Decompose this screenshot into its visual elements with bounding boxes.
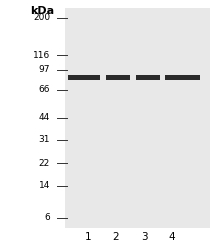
Text: 4: 4 — [169, 232, 175, 242]
Text: 3: 3 — [141, 232, 147, 242]
Bar — [136, 75, 160, 81]
Text: 44: 44 — [39, 113, 50, 122]
Bar — [68, 75, 100, 81]
Text: 1: 1 — [85, 232, 91, 242]
Text: 31: 31 — [38, 135, 50, 145]
Text: 116: 116 — [33, 50, 50, 60]
Bar — [65, 8, 210, 228]
Text: 22: 22 — [39, 159, 50, 168]
Text: 2: 2 — [113, 232, 119, 242]
Text: 14: 14 — [39, 182, 50, 191]
Bar — [165, 75, 200, 81]
Text: kDa: kDa — [30, 6, 54, 16]
Text: 66: 66 — [38, 86, 50, 95]
Text: 6: 6 — [44, 213, 50, 222]
Text: 97: 97 — [38, 65, 50, 74]
Text: 200: 200 — [33, 13, 50, 23]
Bar — [106, 75, 130, 81]
